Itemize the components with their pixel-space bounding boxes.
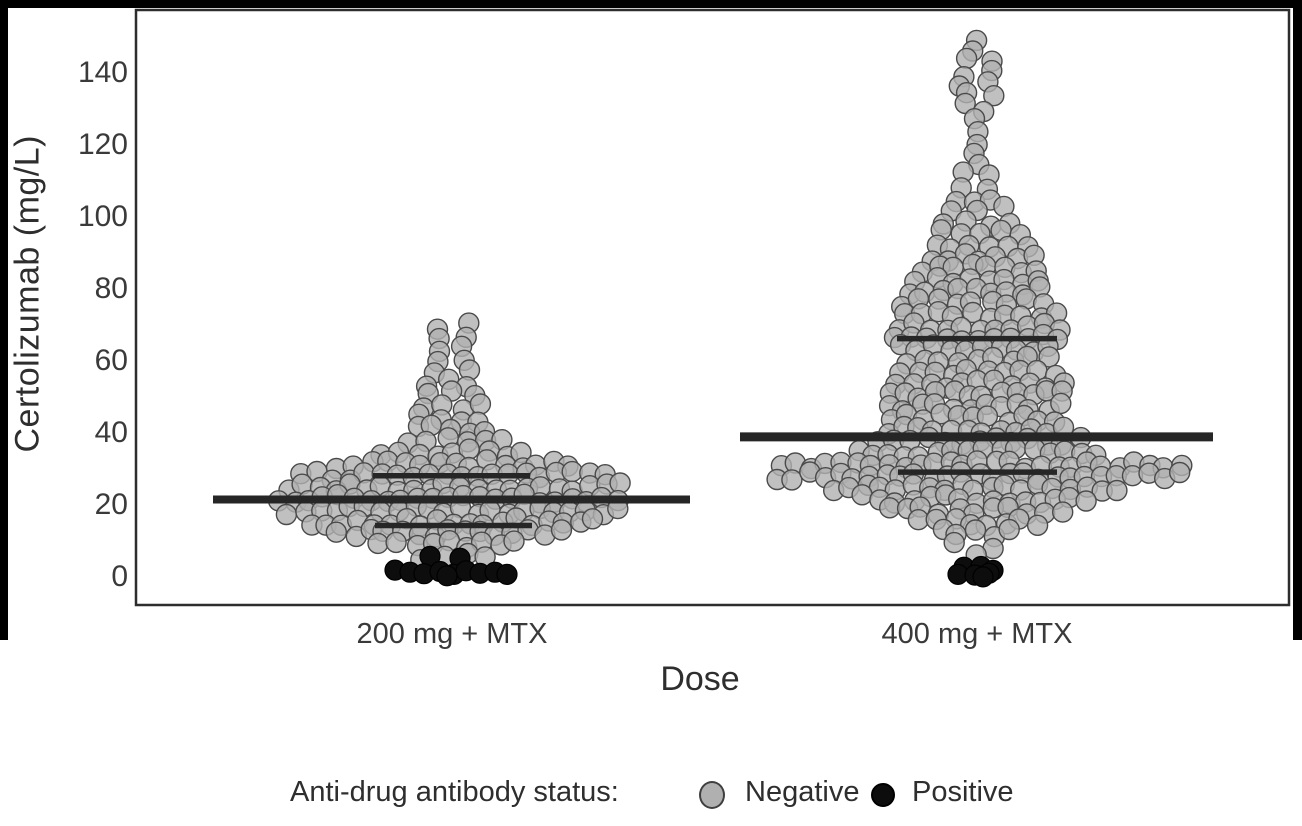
data-point-negative	[1038, 346, 1060, 368]
data-point-positive	[972, 566, 994, 588]
legend-title: Anti-drug antibody status:	[290, 776, 619, 808]
data-point-negative	[581, 508, 604, 530]
data-point-negative	[503, 530, 525, 552]
data-point-negative	[943, 531, 965, 554]
outer-border-right	[1293, 0, 1302, 640]
data-point-negative	[781, 469, 803, 491]
data-point-negative	[907, 509, 930, 531]
y-tick-label: 0	[111, 560, 128, 593]
data-point-negative	[385, 531, 407, 554]
x-axis-title: Dose	[660, 660, 740, 698]
y-tick-label: 40	[94, 416, 128, 449]
data-point-negative	[561, 460, 583, 483]
data-point-negative	[1050, 392, 1072, 415]
y-tick-label: 140	[77, 56, 128, 89]
x-category-label: 200 mg + MTX	[356, 618, 548, 650]
data-point-positive	[496, 563, 518, 586]
legend-negative-swatch-icon	[699, 781, 725, 809]
data-point-negative	[367, 532, 389, 555]
data-point-positive	[436, 565, 458, 587]
data-point-negative	[1168, 461, 1191, 484]
y-tick-label: 20	[94, 488, 128, 521]
data-point-negative	[609, 472, 631, 494]
data-point-negative	[550, 519, 573, 541]
data-point-negative	[851, 484, 873, 506]
data-point-negative	[983, 84, 1005, 107]
x-category-label: 400 mg + MTX	[881, 618, 1073, 650]
data-point-negative	[275, 503, 298, 526]
data-point-negative	[1075, 490, 1097, 512]
data-point-negative	[955, 47, 978, 70]
data-point-negative	[325, 521, 347, 543]
data-point-negative	[469, 393, 492, 415]
data-point-negative	[1026, 514, 1049, 536]
data-point-negative	[954, 92, 976, 115]
y-axis-title: Certolizumab (mg/L)	[8, 135, 47, 453]
y-tick-label: 60	[94, 344, 128, 377]
legend-negative-label: Negative	[745, 776, 860, 808]
legend: Anti-drug antibody status: Negative Posi…	[0, 776, 1302, 816]
legend-positive-label: Positive	[912, 776, 1014, 808]
y-tick-label: 80	[94, 272, 128, 305]
data-point-negative	[1051, 501, 1074, 523]
legend-positive-swatch-icon	[871, 783, 895, 807]
outer-border-left	[0, 0, 8, 640]
y-tick-label: 120	[77, 128, 128, 161]
y-tick-label: 100	[77, 200, 128, 233]
data-point-negative	[964, 519, 987, 541]
data-point-negative	[879, 497, 901, 519]
outer-border-top	[0, 0, 1302, 8]
plot-frame	[134, 8, 1291, 607]
data-point-negative	[1106, 479, 1128, 502]
data-point-negative	[998, 518, 1020, 541]
